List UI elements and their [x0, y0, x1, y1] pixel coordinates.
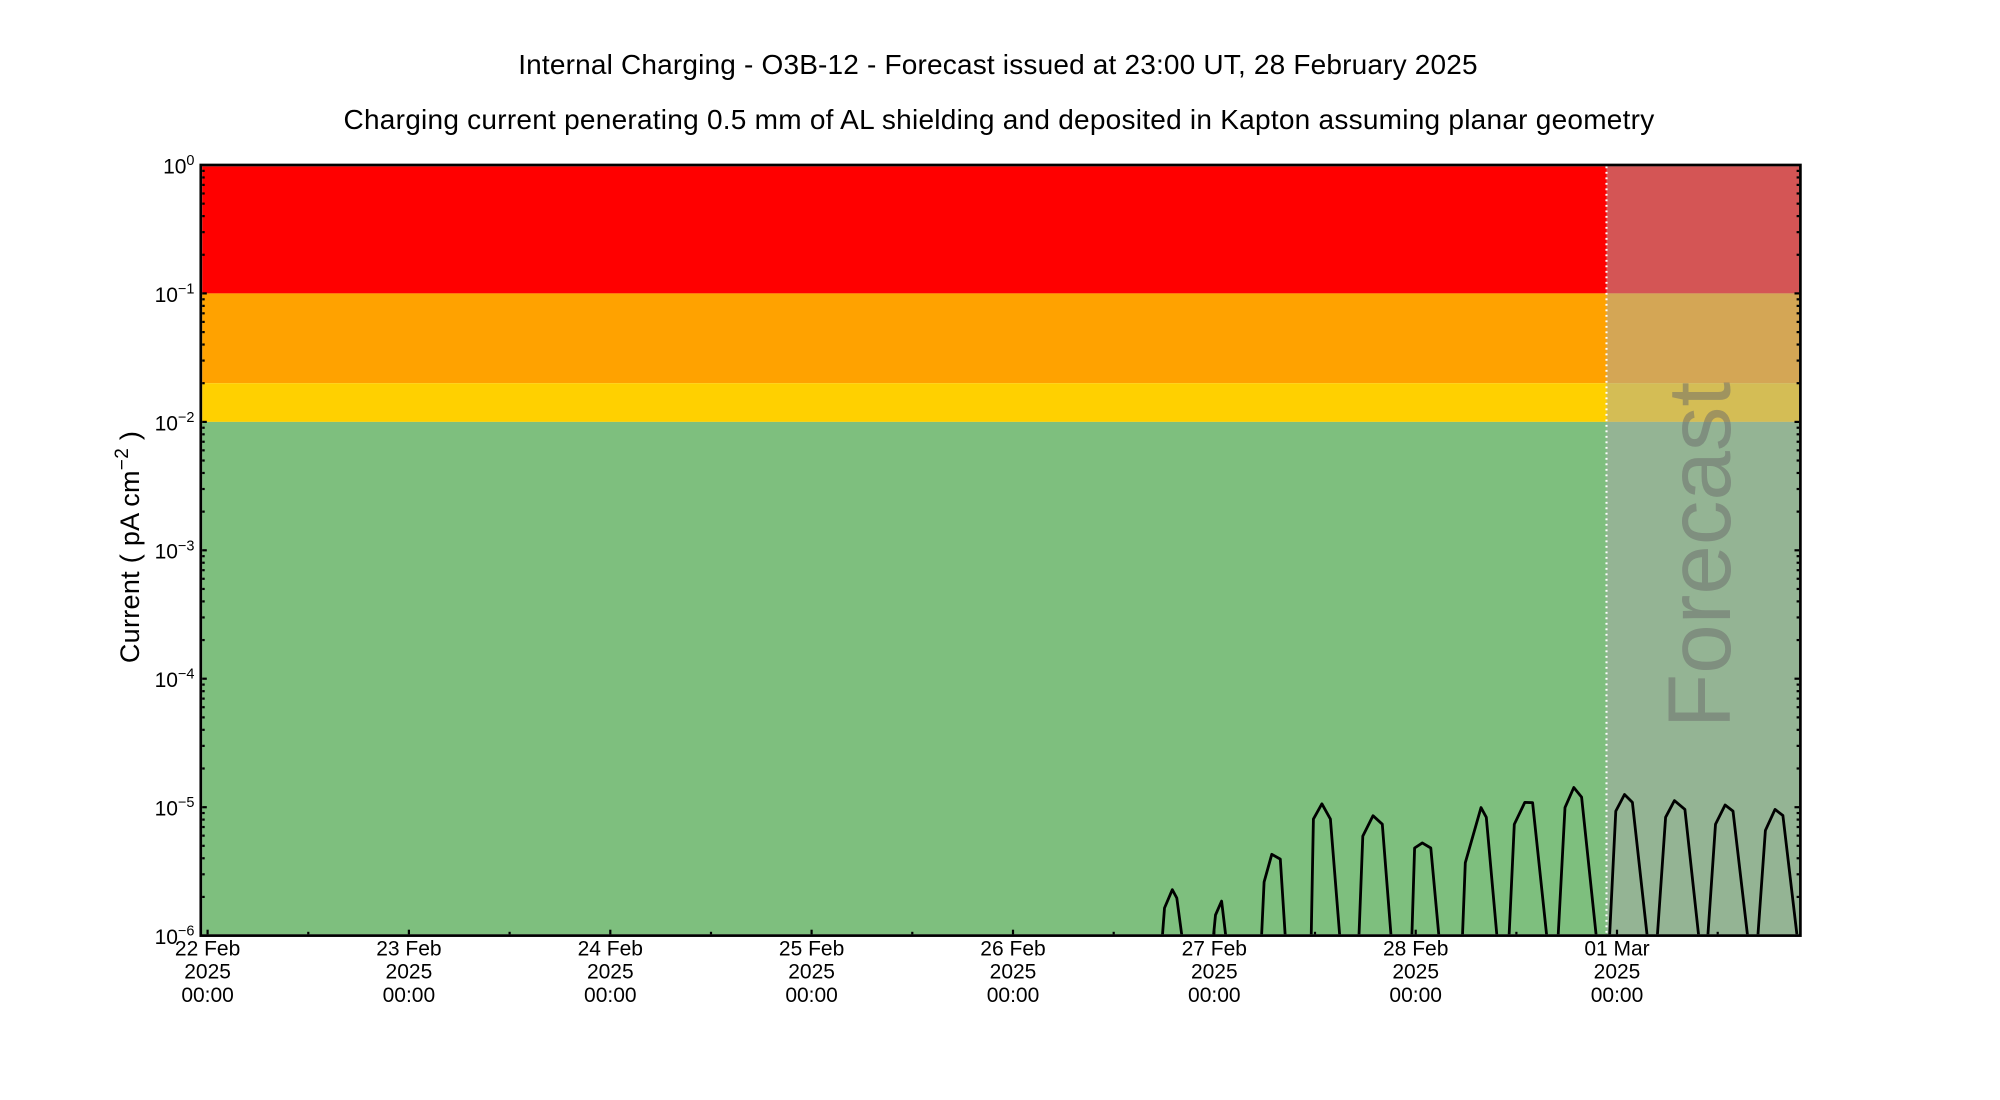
svg-text:00:00: 00:00 — [181, 984, 234, 1007]
svg-text:01 Mar: 01 Mar — [1584, 938, 1649, 961]
svg-text:10−5: 10−5 — [155, 795, 195, 820]
svg-text:2025: 2025 — [990, 961, 1037, 984]
svg-text:2025: 2025 — [788, 961, 835, 984]
svg-text:26 Feb: 26 Feb — [980, 938, 1045, 961]
svg-text:Forecast: Forecast — [1649, 382, 1749, 728]
svg-text:00:00: 00:00 — [584, 984, 637, 1007]
svg-text:00:00: 00:00 — [1389, 984, 1442, 1007]
svg-text:2025: 2025 — [1594, 961, 1641, 984]
svg-text:Internal Charging - O3B-12 - F: Internal Charging - O3B-12 - Forecast is… — [518, 49, 1478, 80]
svg-text:00:00: 00:00 — [987, 984, 1040, 1007]
svg-text:2025: 2025 — [587, 961, 634, 984]
svg-text:24 Feb: 24 Feb — [578, 938, 643, 961]
svg-text:00:00: 00:00 — [383, 984, 436, 1007]
svg-text:2025: 2025 — [386, 961, 433, 984]
svg-text:Charging current penerating 0.: Charging current penerating 0.5 mm of AL… — [344, 104, 1655, 135]
svg-text:2025: 2025 — [1191, 961, 1238, 984]
svg-text:23 Feb: 23 Feb — [376, 938, 441, 961]
svg-text:2025: 2025 — [1392, 961, 1439, 984]
svg-text:22 Feb: 22 Feb — [175, 938, 240, 961]
svg-text:25 Feb: 25 Feb — [779, 938, 844, 961]
svg-text:00:00: 00:00 — [1188, 984, 1241, 1007]
svg-text:10−3: 10−3 — [155, 538, 195, 563]
svg-text:2025: 2025 — [184, 961, 231, 984]
svg-text:27 Feb: 27 Feb — [1182, 938, 1247, 961]
svg-text:28 Feb: 28 Feb — [1383, 938, 1448, 961]
svg-text:00:00: 00:00 — [785, 984, 838, 1007]
svg-text:10−1: 10−1 — [155, 281, 195, 306]
svg-text:00:00: 00:00 — [1591, 984, 1644, 1007]
svg-text:10−6: 10−6 — [155, 924, 195, 949]
